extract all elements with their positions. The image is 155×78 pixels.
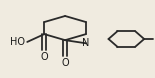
Text: O: O <box>40 52 48 62</box>
Text: N: N <box>82 38 90 48</box>
Text: O: O <box>61 58 69 68</box>
Text: HO: HO <box>10 37 25 47</box>
